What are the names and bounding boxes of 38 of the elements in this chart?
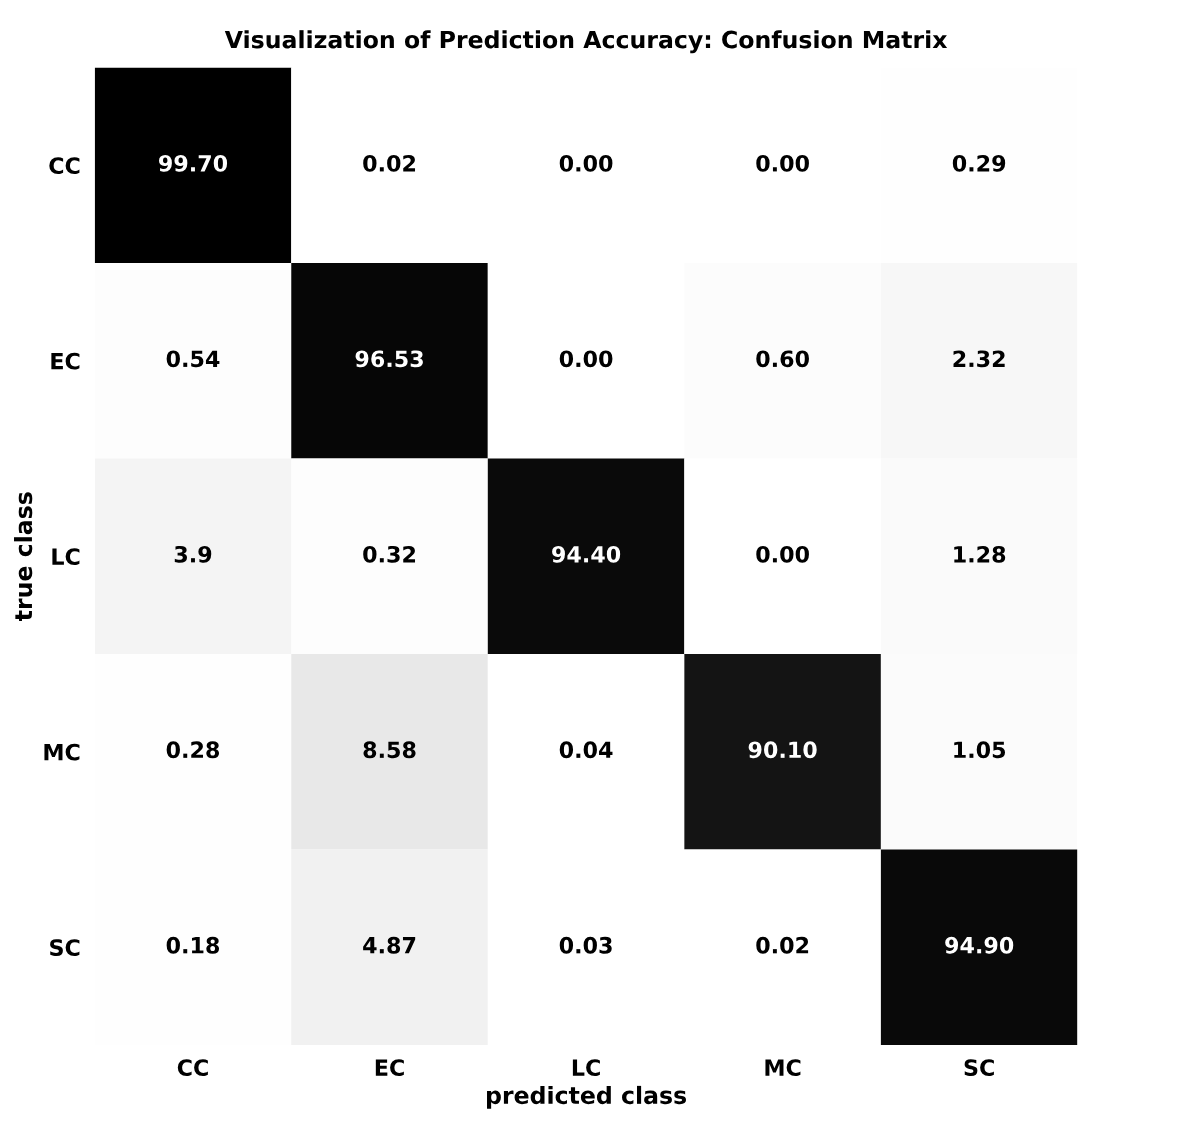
data-label: 4.87 xyxy=(363,936,416,954)
data-label: 0.00 xyxy=(559,350,613,368)
data-label: 2.32 xyxy=(953,350,1005,368)
y-tick-label: MC xyxy=(44,743,80,761)
x-tick-label: SC xyxy=(964,1059,994,1077)
data-label: 0.00 xyxy=(756,154,809,172)
data-label: 94.40 xyxy=(552,545,621,563)
data-label: 0.54 xyxy=(166,350,220,368)
y-tick-label: SC xyxy=(50,939,80,956)
x-tick-label: EC xyxy=(375,1059,404,1077)
x-tick-label: MC xyxy=(765,1059,801,1077)
data-label: 0.00 xyxy=(559,154,613,172)
chart-title: Visualization of Prediction Accuracy: Confusion Matrix xyxy=(224,30,948,54)
y-tick-label: CC xyxy=(49,157,80,175)
data-label: 0.60 xyxy=(756,350,809,368)
data-label: 0.02 xyxy=(756,936,809,954)
data-label: 8.58 xyxy=(363,741,416,759)
x-axis-title: predicted class xyxy=(487,1085,687,1109)
data-label: 1.05 xyxy=(954,741,1006,759)
x-tick-label: CC xyxy=(177,1059,208,1077)
y-tick-label: LC xyxy=(52,548,80,565)
data-label: 0.29 xyxy=(952,154,1006,172)
data-label: 90.10 xyxy=(748,741,817,759)
y-tick-label: EC xyxy=(51,352,80,370)
data-label: 0.02 xyxy=(363,154,416,172)
data-label: 94.90 xyxy=(945,936,1014,954)
data-label: 1.28 xyxy=(954,545,1006,563)
data-label: 99.70 xyxy=(159,154,228,172)
y-axis-title: true class xyxy=(14,492,33,621)
data-label: 0.28 xyxy=(166,741,220,759)
x-tick-label: LC xyxy=(572,1059,600,1077)
data-label: 3.9 xyxy=(174,545,212,563)
data-label: 0.18 xyxy=(166,936,220,954)
data-label: 0.00 xyxy=(756,545,809,563)
data-label: 96.53 xyxy=(355,350,423,368)
data-label: 0.32 xyxy=(363,545,416,563)
data-label: 0.03 xyxy=(559,936,612,954)
data-label: 0.04 xyxy=(559,741,613,759)
